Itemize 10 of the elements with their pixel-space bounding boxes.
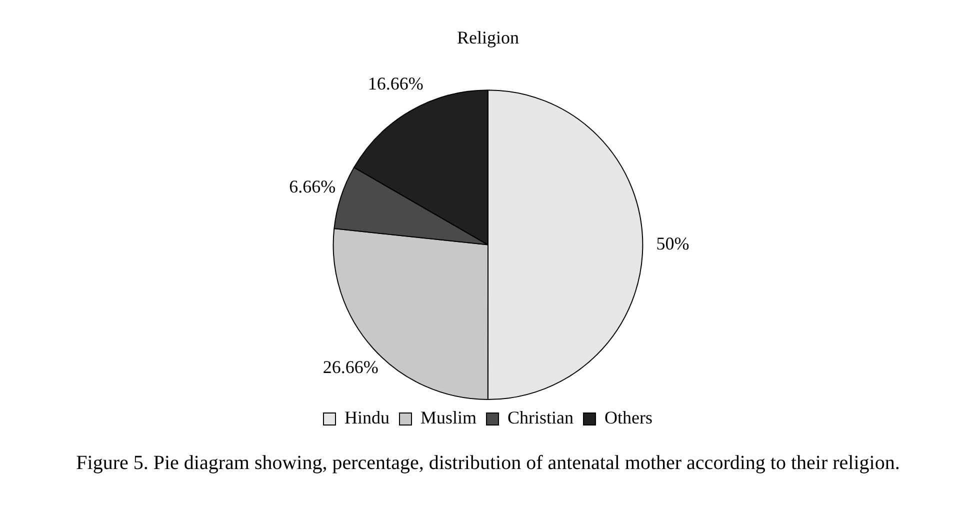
legend-label: Hindu [344,408,390,428]
legend-label: Others [604,408,653,428]
caption: Figure 5. Pie diagram showing, percentage, distribution of antenatal mother according to their religion. [75,452,901,475]
data-label: 26.66% [322,357,378,378]
data-label: 6.66% [289,176,336,196]
chart-title: Religion [457,28,519,48]
legend-label: Christian [508,408,574,428]
data-label: 16.66% [368,74,424,94]
legend-label: Muslim [420,408,477,428]
data-label: 50% [656,234,690,254]
